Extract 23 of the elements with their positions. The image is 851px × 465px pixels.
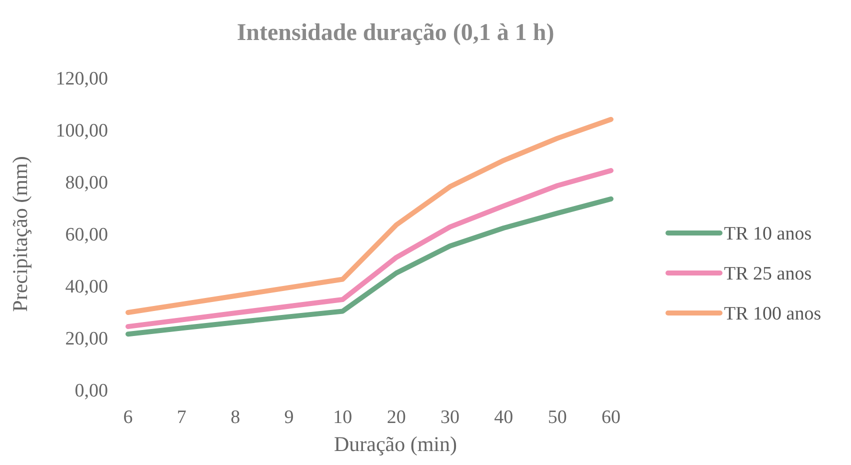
x-tick-label: 40 [494, 407, 514, 428]
x-tick-label: 10 [333, 407, 352, 428]
x-tick-label: 50 [548, 407, 567, 428]
x-tick-label: 20 [386, 407, 406, 428]
y-axis-title: Precipitação (mm) [8, 156, 32, 312]
x-axis-title: Duração (min) [334, 432, 458, 456]
legend-label: TR 25 anos [724, 264, 812, 285]
x-tick-label: 30 [440, 407, 460, 428]
y-tick-label: 120,00 [56, 68, 108, 90]
y-tick-label: 60,00 [65, 224, 108, 246]
chart-title: Intensidade duração (0,1 à 1 h) [236, 20, 554, 46]
legend-label: TR 10 anos [724, 224, 812, 245]
x-tick-label: 6 [123, 407, 133, 428]
x-tick-label: 9 [284, 407, 294, 428]
x-tick-label: 8 [230, 407, 240, 428]
y-tick-label: 0,00 [74, 380, 108, 402]
y-tick-label: 80,00 [65, 172, 108, 194]
y-tick-label: 40,00 [65, 276, 108, 298]
y-tick-label: 20,00 [65, 328, 108, 350]
legend-label: TR 100 anos [724, 304, 822, 325]
y-tick-label: 100,00 [56, 120, 108, 142]
x-tick-label: 7 [176, 407, 186, 428]
x-tick-label: 60 [602, 407, 620, 428]
